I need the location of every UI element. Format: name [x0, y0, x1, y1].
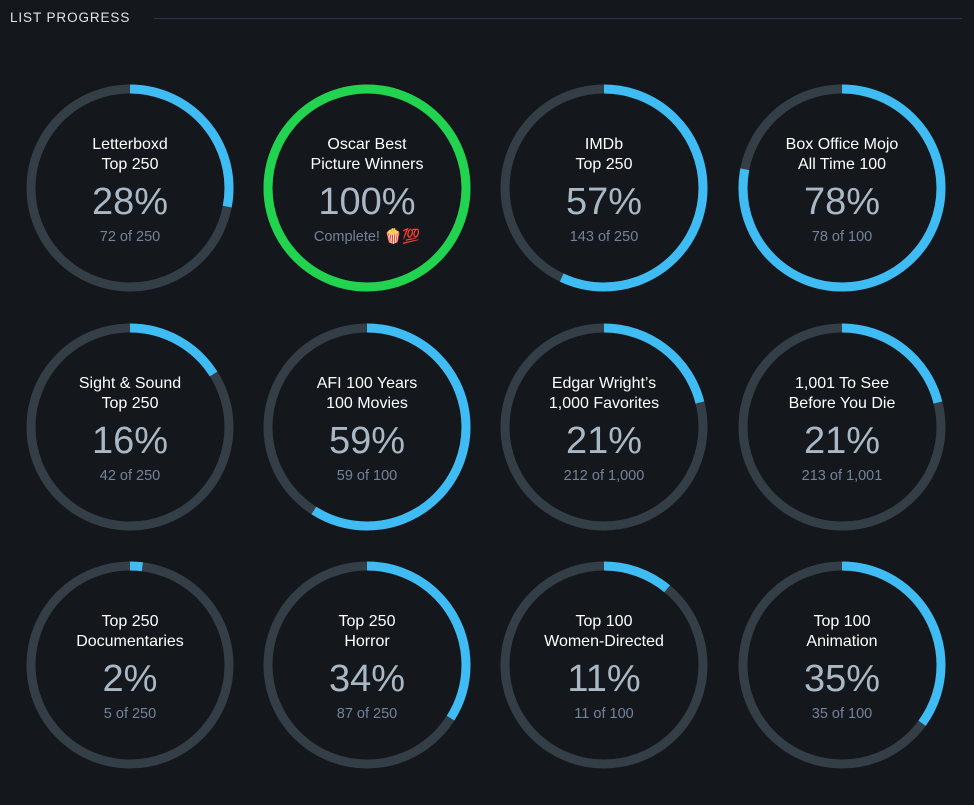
progress-arc	[263, 84, 471, 292]
progress-arc	[738, 561, 946, 769]
list-progress-card[interactable]: Oscar Best Picture Winners 100% Complete! …	[261, 82, 473, 294]
list-title: AFI 100 Years 100 Movies	[316, 375, 418, 412]
ring-label-group: Top 250 Horror 34% 87 of 250	[261, 559, 473, 771]
progress-ring	[738, 561, 946, 769]
progress-percent: 100%	[318, 181, 416, 223]
progress-count: Complete! 🍿💯	[313, 229, 421, 245]
progress-ring	[26, 561, 234, 769]
progress-percent: 2%	[102, 658, 158, 700]
list-title: IMDb Top 250	[575, 136, 633, 173]
list-progress-card[interactable]: Letterboxd Top 250 28% 72 of 250	[24, 82, 236, 294]
progress-ring	[263, 561, 471, 769]
progress-arc	[26, 561, 234, 769]
list-title: Top 100 Animation	[806, 613, 878, 650]
progress-count: 87 of 250	[336, 706, 398, 722]
ring-label-group: Oscar Best Picture Winners 100% Complete! …	[261, 82, 473, 294]
progress-count: 212 of 1,000	[563, 468, 645, 484]
list-title: Box Office Mojo All Time 100	[785, 136, 899, 173]
progress-arc	[26, 84, 234, 292]
list-progress-card[interactable]: Top 250 Documentaries 2% 5 of 250	[24, 559, 236, 771]
list-progress-card[interactable]: Edgar Wright’s 1,000 Favorites 21% 212 of …	[498, 321, 710, 533]
progress-percent: 21%	[565, 420, 643, 462]
ring-label-group: Letterboxd Top 250 28% 72 of 250	[24, 82, 236, 294]
progress-count: 35 of 100	[811, 706, 873, 722]
section-title: LIST PROGRESS	[10, 10, 131, 25]
progress-percent: 28%	[91, 181, 169, 223]
list-progress-card[interactable]: Top 100 Women-Directed 11% 11 of 100	[498, 559, 710, 771]
ring-label-group: Edgar Wright’s 1,000 Favorites 21% 212 of …	[498, 321, 710, 533]
progress-percent: 21%	[803, 420, 881, 462]
list-title: Top 250 Documentaries	[76, 613, 184, 650]
progress-count: 42 of 250	[99, 468, 161, 484]
progress-ring	[738, 84, 946, 292]
list-progress-card[interactable]: Sight & Sound Top 250 16% 42 of 250	[24, 321, 236, 533]
progress-arc	[500, 84, 708, 292]
progress-percent: 34%	[328, 658, 406, 700]
list-progress-card[interactable]: IMDb Top 250 57% 143 of 250	[498, 82, 710, 294]
ring-label-group: Sight & Sound Top 250 16% 42 of 250	[24, 321, 236, 533]
progress-percent: 11%	[567, 658, 641, 700]
ring-label-group: Top 100 Animation 35% 35 of 100	[736, 559, 948, 771]
progress-percent: 78%	[803, 181, 881, 223]
progress-ring	[500, 323, 708, 531]
list-title: Oscar Best Picture Winners	[310, 136, 424, 173]
list-progress-card[interactable]: 1,001 To See Before You Die 21% 213 of 1,0…	[736, 321, 948, 533]
ring-label-group: 1,001 To See Before You Die 21% 213 of 1,0…	[736, 321, 948, 533]
progress-ring	[500, 84, 708, 292]
list-progress-card[interactable]: Top 250 Horror 34% 87 of 250	[261, 559, 473, 771]
progress-percent: 59%	[328, 420, 406, 462]
header-divider	[154, 18, 962, 19]
progress-count: 78 of 100	[811, 229, 873, 245]
progress-ring	[26, 323, 234, 531]
list-title: Top 100 Women-Directed	[544, 613, 664, 650]
ring-label-group: AFI 100 Years 100 Movies 59% 59 of 100	[261, 321, 473, 533]
list-title: 1,001 To See Before You Die	[788, 375, 896, 412]
progress-count: 143 of 250	[569, 229, 639, 245]
progress-ring	[263, 323, 471, 531]
list-title: Top 250 Horror	[338, 613, 396, 650]
ring-label-group: Box Office Mojo All Time 100 78% 78 of 100	[736, 82, 948, 294]
progress-arc	[263, 323, 471, 531]
progress-ring	[500, 561, 708, 769]
progress-arc	[738, 84, 946, 292]
progress-count: 5 of 250	[103, 706, 157, 722]
ring-label-group: Top 250 Documentaries 2% 5 of 250	[24, 559, 236, 771]
progress-ring	[263, 84, 471, 292]
list-progress-card[interactable]: AFI 100 Years 100 Movies 59% 59 of 100	[261, 321, 473, 533]
list-progress-card[interactable]: Top 100 Animation 35% 35 of 100	[736, 559, 948, 771]
progress-arc	[738, 323, 946, 531]
progress-count: 72 of 250	[99, 229, 161, 245]
progress-ring	[26, 84, 234, 292]
list-title: Letterboxd Top 250	[92, 136, 168, 173]
list-title: Edgar Wright’s 1,000 Favorites	[548, 375, 660, 412]
progress-arc	[500, 561, 708, 769]
list-progress-header: LIST PROGRESS	[0, 0, 974, 38]
progress-arc	[26, 323, 234, 531]
progress-count: 11 of 100	[574, 706, 634, 722]
progress-percent: 57%	[565, 181, 643, 223]
list-title: Sight & Sound Top 250	[78, 375, 182, 412]
progress-count: 59 of 100	[336, 468, 398, 484]
progress-ring	[738, 323, 946, 531]
progress-arc	[500, 323, 708, 531]
progress-percent: 35%	[803, 658, 881, 700]
progress-count: 213 of 1,001	[801, 468, 883, 484]
ring-label-group: Top 100 Women-Directed 11% 11 of 100	[498, 559, 710, 771]
list-progress-card[interactable]: Box Office Mojo All Time 100 78% 78 of 100	[736, 82, 948, 294]
progress-arc	[263, 561, 471, 769]
progress-percent: 16%	[91, 420, 169, 462]
ring-label-group: IMDb Top 250 57% 143 of 250	[498, 82, 710, 294]
